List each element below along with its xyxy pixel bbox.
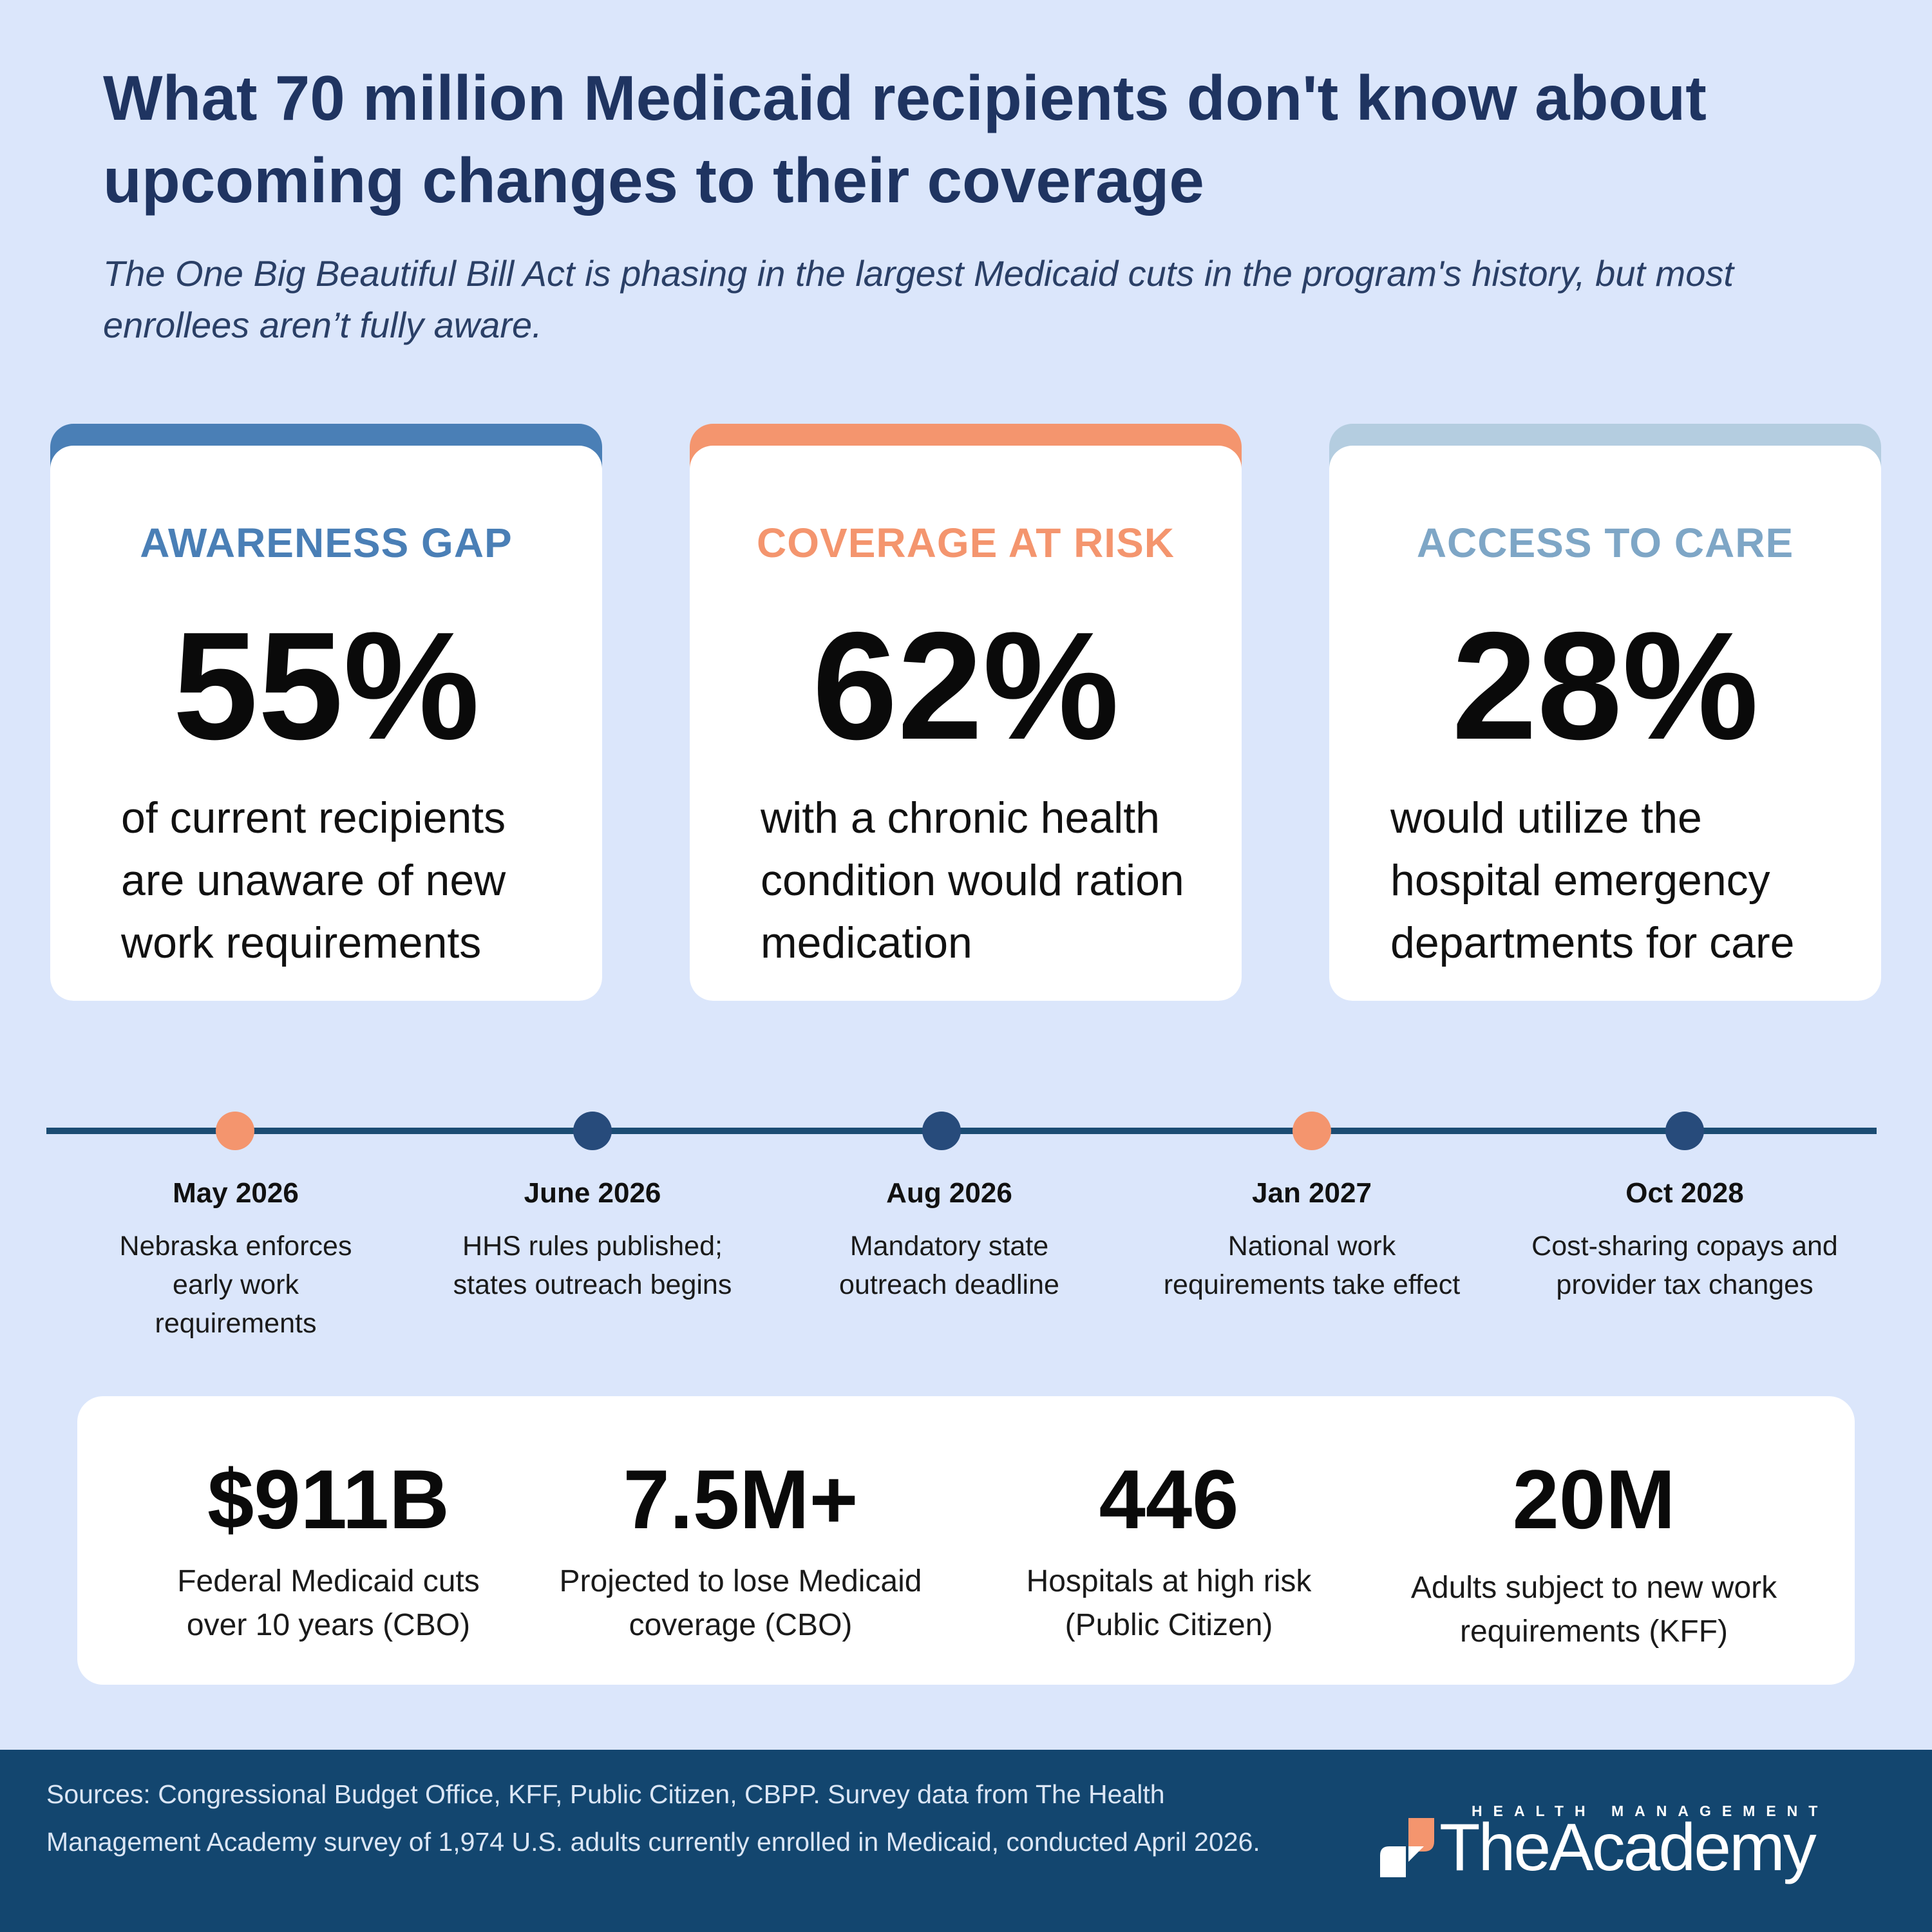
key-stats-panel: $911B Federal Medicaid cuts over 10 year… xyxy=(77,1396,1855,1685)
timeline-date: June 2026 xyxy=(524,1177,661,1209)
academy-logo: HEALTH MANAGEMENT TheAcademy xyxy=(1375,1803,1864,1899)
timeline-dot xyxy=(573,1112,612,1150)
page-subtitle: The One Big Beautiful Bill Act is phasin… xyxy=(103,253,1734,345)
timeline-item: Jan 2027 National work requirements take… xyxy=(1132,1175,1492,1304)
stat-value: $911B xyxy=(207,1452,450,1546)
stat-item: 7.5M+ Projected to lose Medicaid coverag… xyxy=(515,1454,966,1647)
stat-value: 20M xyxy=(1512,1452,1676,1546)
logo-wordmark: TheAcademy xyxy=(1439,1810,1817,1885)
timeline-item: June 2026 HHS rules published; states ou… xyxy=(412,1175,773,1304)
timeline-line xyxy=(46,1128,1877,1134)
stat-card-awareness-gap: AWARENESS GAP 55% of current recipients … xyxy=(50,424,602,1001)
card-body: AWARENESS GAP 55% of current recipients … xyxy=(50,446,602,1001)
timeline-dot xyxy=(1665,1112,1704,1150)
footer: Sources: Congressional Budget Office, KF… xyxy=(0,1750,1932,1932)
page-title: What 70 million Medicaid recipients don'… xyxy=(103,62,1707,216)
stat-value: 7.5M+ xyxy=(623,1452,858,1546)
timeline-date: Jan 2027 xyxy=(1252,1177,1372,1209)
stat-item: 20M Adults subject to new work requireme… xyxy=(1368,1454,1819,1654)
stat-label: Adults subject to new work requirements … xyxy=(1410,1571,1777,1649)
stat-item: $911B Federal Medicaid cuts over 10 year… xyxy=(103,1454,554,1647)
timeline-date: Aug 2026 xyxy=(886,1177,1012,1209)
card-label: COVERAGE AT RISK xyxy=(757,520,1175,566)
timeline-item: Oct 2028 Cost-sharing copays and provide… xyxy=(1504,1175,1865,1304)
timeline-dot xyxy=(1293,1112,1331,1150)
card-value: 55% xyxy=(173,601,480,772)
timeline-item: Aug 2026 Mandatory state outreach deadli… xyxy=(769,1175,1130,1304)
card-description: would utilize the hospital emergency dep… xyxy=(1390,793,1795,967)
stat-label: Hospitals at high risk (Public Citizen) xyxy=(1026,1564,1312,1642)
timeline-text: Cost-sharing copays and provider tax cha… xyxy=(1531,1231,1838,1300)
stat-label: Federal Medicaid cuts over 10 years (CBO… xyxy=(177,1564,480,1642)
timeline-dot xyxy=(216,1112,254,1150)
card-description: with a chronic health condition would ra… xyxy=(761,793,1184,967)
stat-card-access-to-care: ACCESS TO CARE 28% would utilize the hos… xyxy=(1329,424,1881,1001)
card-value: 28% xyxy=(1452,601,1759,772)
logo-tagline: HEALTH MANAGEMENT xyxy=(1472,1803,1829,1819)
timeline-item: May 2026 Nebraska enforces early work re… xyxy=(55,1175,416,1343)
card-body: ACCESS TO CARE 28% would utilize the hos… xyxy=(1329,446,1881,1001)
timeline-text: Mandatory state outreach deadline xyxy=(839,1231,1059,1300)
timeline-text: HHS rules published; states outreach beg… xyxy=(453,1231,732,1300)
sources-note: Sources: Congressional Budget Office, KF… xyxy=(46,1779,1260,1857)
logo-mark-icon xyxy=(1380,1818,1434,1877)
timeline-text: National work requirements take effect xyxy=(1163,1231,1461,1300)
card-label: AWARENESS GAP xyxy=(140,520,513,566)
stat-label: Projected to lose Medicaid coverage (CBO… xyxy=(559,1564,922,1642)
timeline-date: Oct 2028 xyxy=(1625,1177,1744,1209)
card-value: 62% xyxy=(812,601,1119,772)
card-body: COVERAGE AT RISK 62% with a chronic heal… xyxy=(690,446,1242,1001)
timeline-dot xyxy=(922,1112,961,1150)
card-label: ACCESS TO CARE xyxy=(1416,520,1794,566)
stat-card-coverage-at-risk: COVERAGE AT RISK 62% with a chronic heal… xyxy=(690,424,1242,1001)
stat-item: 446 Hospitals at high risk (Public Citiz… xyxy=(943,1454,1394,1647)
timeline-date: May 2026 xyxy=(173,1177,299,1209)
card-description: of current recipients are unaware of new… xyxy=(121,793,506,967)
stat-value: 446 xyxy=(1099,1452,1239,1546)
timeline-text: Nebraska enforces early work requirement… xyxy=(119,1231,352,1339)
